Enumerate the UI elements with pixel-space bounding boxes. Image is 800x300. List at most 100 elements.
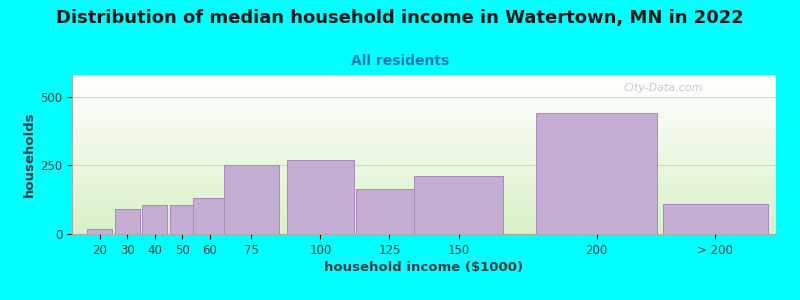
Bar [72, 194, 776, 195]
Bar [72, 186, 776, 188]
Bar [72, 165, 776, 166]
Bar [72, 83, 776, 85]
Bar [72, 135, 776, 136]
Bar [72, 224, 776, 226]
Bar [72, 197, 776, 198]
Bar [72, 210, 776, 211]
Bar [72, 233, 776, 234]
Bar [72, 129, 776, 130]
Bar [72, 128, 776, 129]
Bar [72, 220, 776, 221]
Bar [72, 117, 776, 119]
Bar [72, 213, 776, 214]
Bar [72, 77, 776, 78]
Bar [72, 151, 776, 152]
Bar [72, 121, 776, 122]
Bar [72, 99, 776, 101]
Bar [72, 75, 776, 76]
Bar [72, 119, 776, 121]
Bar [72, 78, 776, 79]
Bar [72, 179, 776, 180]
Bar [72, 214, 776, 215]
Bar [142, 205, 167, 234]
Bar [72, 98, 776, 99]
Bar [72, 94, 776, 95]
Bar [72, 216, 776, 217]
Bar [72, 178, 776, 179]
Bar [72, 81, 776, 83]
Bar [72, 87, 776, 88]
Text: City-Data.com: City-Data.com [624, 83, 703, 93]
Bar [72, 109, 776, 110]
Bar [287, 160, 354, 234]
Bar [414, 176, 502, 234]
Bar [170, 205, 195, 234]
Bar [72, 101, 776, 103]
Bar [72, 106, 776, 107]
Bar [72, 93, 776, 94]
Bar [72, 193, 776, 194]
Bar [72, 169, 776, 170]
Bar [72, 103, 776, 105]
Bar [72, 111, 776, 112]
Bar [72, 139, 776, 140]
Bar [72, 110, 776, 111]
Bar [72, 143, 776, 144]
Bar [72, 126, 776, 127]
Bar [72, 88, 776, 89]
Bar [72, 114, 776, 115]
Bar [72, 215, 776, 216]
Bar [72, 122, 776, 123]
Bar [72, 115, 776, 116]
Bar [536, 113, 658, 234]
Bar [72, 195, 776, 196]
Bar [72, 97, 776, 98]
Bar [72, 127, 776, 128]
Bar [72, 185, 776, 186]
Bar [72, 182, 776, 183]
Bar [72, 188, 776, 190]
Bar [72, 203, 776, 204]
Bar [72, 208, 776, 210]
Bar [72, 160, 776, 161]
Bar [72, 148, 776, 149]
Bar [72, 183, 776, 184]
Bar [72, 132, 776, 133]
Bar [72, 112, 776, 113]
Bar [72, 199, 776, 200]
Bar [72, 184, 776, 185]
Bar [194, 198, 226, 234]
Bar [72, 198, 776, 199]
Bar [72, 229, 776, 230]
Bar [72, 142, 776, 143]
Bar [72, 170, 776, 172]
Bar [72, 89, 776, 90]
Bar [72, 116, 776, 117]
Bar [72, 100, 776, 101]
Text: Distribution of median household income in Watertown, MN in 2022: Distribution of median household income … [56, 9, 744, 27]
Bar [72, 124, 776, 125]
Bar [72, 180, 776, 181]
Bar [72, 141, 776, 142]
Bar [72, 211, 776, 212]
Bar [87, 229, 112, 234]
Bar [72, 140, 776, 141]
Bar [72, 113, 776, 114]
Bar [72, 226, 776, 228]
X-axis label: household income ($1000): household income ($1000) [325, 261, 523, 274]
Bar [72, 108, 776, 109]
Bar [72, 105, 776, 106]
Bar [72, 153, 776, 154]
Bar [72, 206, 776, 208]
Bar [72, 82, 776, 83]
Bar [72, 172, 776, 174]
Bar [72, 181, 776, 182]
Bar [72, 176, 776, 177]
Bar [72, 76, 776, 77]
Bar [72, 231, 776, 232]
Bar [72, 167, 776, 168]
Bar [72, 130, 776, 131]
Bar [72, 168, 776, 169]
Bar [72, 212, 776, 213]
Bar [72, 190, 776, 192]
